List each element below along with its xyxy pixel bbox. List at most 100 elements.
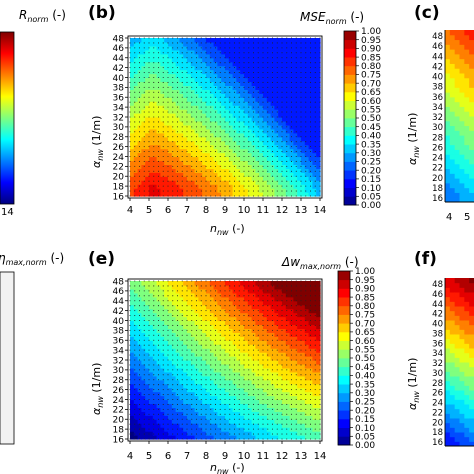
sample-point (286, 126, 288, 128)
heatmap-cell (263, 101, 268, 106)
heatmap-cell (236, 288, 241, 294)
sample-point (181, 111, 183, 113)
sample-point (195, 185, 198, 187)
heatmap-cell (221, 419, 226, 424)
heatmap-cell (225, 49, 230, 55)
heatmap-cell (228, 288, 234, 294)
heatmap-cell (301, 156, 306, 162)
heatmap-cell (160, 184, 165, 189)
heatmap-cell (232, 395, 237, 401)
heatmap-cell (137, 192, 142, 197)
heatmap-cell (190, 367, 196, 373)
sample-point (314, 126, 316, 128)
heatmap-cell (160, 144, 165, 150)
heatmap-cell (297, 53, 302, 59)
heatmap-cell (190, 332, 196, 337)
heatmap-cell (194, 140, 199, 146)
heatmap-cell (160, 192, 165, 197)
sample-point (143, 42, 145, 44)
heatmap-cell (141, 336, 146, 341)
heatmap-cell (168, 101, 173, 106)
sample-point (210, 42, 212, 44)
heatmap-cell (228, 340, 234, 345)
heatmap-cell (141, 184, 146, 189)
heatmap-cell (251, 57, 256, 63)
panel-b-y-axis-label: αnw (1/m) (90, 116, 105, 168)
heatmap-cell (244, 336, 249, 341)
sample-point (186, 136, 188, 138)
heatmap-cell (168, 332, 173, 337)
heatmap-cell (312, 89, 317, 94)
heatmap-cell (145, 300, 150, 306)
heatmap-cell (247, 180, 253, 185)
heatmap-cell (164, 340, 169, 345)
sample-point (309, 190, 312, 192)
sample-point (267, 121, 269, 123)
heatmap-cell (145, 367, 150, 373)
heatmap-cell (228, 403, 234, 408)
heatmap-cell (156, 168, 161, 173)
sample-point (205, 62, 207, 64)
heatmap-cell (149, 300, 154, 306)
sample-point (186, 106, 188, 108)
heatmap-cell (236, 391, 241, 397)
sample-point (252, 185, 255, 187)
heatmap-cell (179, 395, 184, 401)
heatmap-cell (225, 427, 230, 432)
sample-point (248, 151, 250, 153)
sample-point (148, 170, 150, 172)
heatmap-cell (175, 73, 180, 79)
heatmap-cell (263, 120, 268, 126)
heatmap-cell (213, 292, 218, 298)
sample-point (138, 76, 141, 79)
heatmap-cell (274, 109, 279, 114)
heatmap-cell (244, 348, 249, 353)
heatmap-cell (152, 324, 158, 329)
heatmap-cell (145, 160, 150, 165)
heatmap-cell (232, 93, 237, 98)
sample-point (224, 96, 226, 98)
heatmap-cell (285, 101, 291, 106)
heatmap-cell (228, 391, 234, 397)
heatmap-cell (236, 411, 241, 416)
heatmap-cell (168, 312, 173, 318)
heatmap-cell (160, 164, 165, 169)
heatmap-cell (168, 85, 173, 90)
sample-point (290, 57, 293, 59)
heatmap-cell (255, 328, 260, 333)
y-tick-label: 20 (113, 173, 125, 183)
heatmap-cell (301, 144, 306, 150)
sample-point (205, 72, 207, 74)
heatmap-cell (175, 375, 180, 381)
heatmap-cell (145, 109, 150, 114)
heatmap-cell (247, 136, 253, 142)
sample-point (314, 165, 316, 167)
heatmap-cell (187, 407, 192, 412)
heatmap-cell (206, 348, 211, 353)
heatmap-cell (236, 89, 241, 94)
heatmap-cell (171, 77, 177, 83)
heatmap-cell (152, 85, 158, 90)
heatmap-cell (251, 340, 256, 345)
heatmap-cell (187, 427, 192, 432)
sample-point (138, 57, 141, 59)
heatmap-cell (304, 38, 310, 43)
heatmap-cell (141, 180, 146, 185)
sample-point (295, 111, 297, 113)
heatmap-cell (133, 281, 139, 286)
heatmap-cell (187, 300, 192, 306)
heatmap-cell (221, 105, 226, 110)
sample-point (186, 72, 188, 74)
sample-point (248, 106, 250, 108)
sample-point (200, 57, 202, 59)
heatmap-cell (198, 312, 203, 318)
sample-point (238, 67, 240, 69)
heatmap-cell (149, 292, 154, 298)
sample-point (148, 86, 150, 88)
heatmap-cell (202, 148, 207, 154)
sample-point (143, 101, 145, 103)
heatmap-cell (236, 395, 241, 401)
heatmap-cell (149, 89, 154, 94)
heatmap-cell (145, 288, 150, 294)
sample-point (191, 67, 193, 69)
